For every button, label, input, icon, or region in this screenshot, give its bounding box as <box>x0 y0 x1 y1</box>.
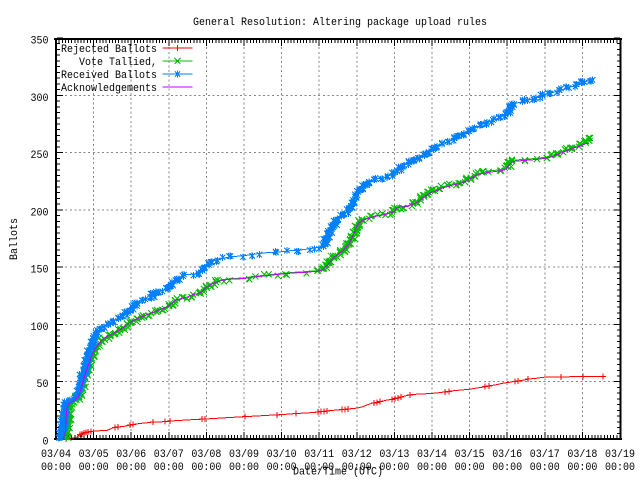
svg-text:Ballots: Ballots <box>9 218 21 260</box>
svg-text:00:00: 00:00 <box>417 462 447 474</box>
svg-text:00:00: 00:00 <box>191 462 221 474</box>
svg-text:03/04: 03/04 <box>41 449 71 461</box>
svg-text:03/10: 03/10 <box>267 449 297 461</box>
svg-text:General Resolution: Altering p: General Resolution: Altering package upl… <box>193 17 487 29</box>
svg-text:00:00: 00:00 <box>154 462 184 474</box>
svg-text:03/17: 03/17 <box>530 449 560 461</box>
svg-text:03/05: 03/05 <box>79 449 109 461</box>
svg-text:03/19: 03/19 <box>605 449 635 461</box>
svg-text:00:00: 00:00 <box>116 462 146 474</box>
svg-text:0: 0 <box>43 437 49 449</box>
svg-text:00:00: 00:00 <box>455 462 485 474</box>
svg-text:03/06: 03/06 <box>116 449 146 461</box>
svg-text:00:00: 00:00 <box>41 462 71 474</box>
svg-text:00:00: 00:00 <box>267 462 297 474</box>
svg-text:03/15: 03/15 <box>455 449 485 461</box>
svg-text:200: 200 <box>31 207 49 219</box>
svg-text:03/14: 03/14 <box>417 449 447 461</box>
svg-text:03/12: 03/12 <box>342 449 372 461</box>
svg-text:00:00: 00:00 <box>79 462 109 474</box>
svg-text:00:00: 00:00 <box>492 462 522 474</box>
svg-text:Vote Tallied,: Vote Tallied, <box>79 57 157 69</box>
svg-text:03/16: 03/16 <box>492 449 522 461</box>
svg-text:03/07: 03/07 <box>154 449 184 461</box>
svg-text:300: 300 <box>31 93 49 105</box>
svg-text:Received Ballots: Received Ballots <box>61 70 157 82</box>
svg-text:00:00: 00:00 <box>304 462 334 474</box>
svg-text:03/13: 03/13 <box>379 449 409 461</box>
svg-text:150: 150 <box>31 265 49 277</box>
svg-text:50: 50 <box>37 379 49 391</box>
svg-text:100: 100 <box>31 322 49 334</box>
svg-text:Rejected Ballots: Rejected Ballots <box>61 44 157 56</box>
svg-text:350: 350 <box>31 36 49 48</box>
svg-text:250: 250 <box>31 150 49 162</box>
svg-text:00:00: 00:00 <box>229 462 259 474</box>
svg-text:00:00: 00:00 <box>605 462 635 474</box>
svg-text:00:00: 00:00 <box>530 462 560 474</box>
svg-text:03/08: 03/08 <box>191 449 221 461</box>
svg-text:Acknowledgements: Acknowledgements <box>61 83 157 95</box>
svg-text:00:00: 00:00 <box>342 462 372 474</box>
svg-text:00:00: 00:00 <box>567 462 597 474</box>
svg-text:00:00: 00:00 <box>379 462 409 474</box>
svg-text:03/09: 03/09 <box>229 449 259 461</box>
svg-text:03/18: 03/18 <box>567 449 597 461</box>
svg-text:Date/Time (UTC): Date/Time (UTC) <box>293 467 383 479</box>
svg-text:03/11: 03/11 <box>304 449 334 461</box>
